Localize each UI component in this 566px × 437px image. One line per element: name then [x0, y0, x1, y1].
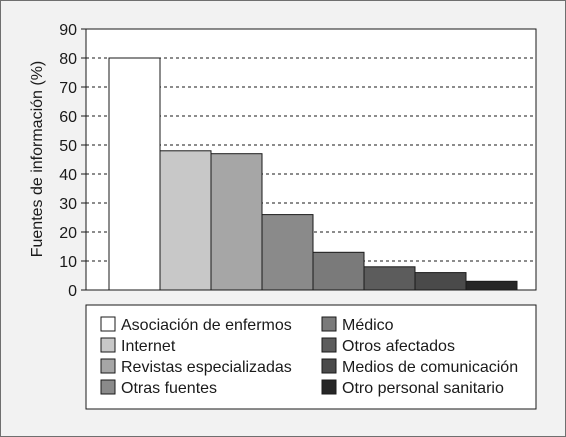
legend-swatch	[100, 337, 116, 353]
legend-label: Internet	[121, 338, 176, 355]
legend-swatch	[321, 337, 337, 353]
y-tick-label: 40	[59, 167, 77, 184]
bar	[312, 251, 365, 291]
y-tick-label: 20	[59, 225, 77, 242]
y-tick-label: 80	[59, 51, 77, 68]
y-tick-label: 60	[59, 109, 77, 126]
legend-label: Revistas especializadas	[121, 359, 292, 376]
legend-swatch	[321, 358, 337, 374]
y-tick-label: 90	[59, 22, 77, 39]
y-tick-label: 50	[59, 138, 77, 155]
bar	[465, 280, 518, 291]
legend-label: Asociación de enfermos	[121, 317, 292, 334]
legend-label: Medios de comunicación	[342, 359, 518, 376]
legend-label: Otro personal sanitario	[342, 380, 504, 397]
legend-swatch	[100, 316, 116, 332]
legend-swatch	[100, 358, 116, 374]
legend-swatch	[321, 316, 337, 332]
y-tick-label: 10	[59, 254, 77, 271]
y-tick-label: 70	[59, 80, 77, 97]
legend-label: Médico	[342, 317, 394, 334]
bar	[210, 153, 263, 291]
y-axis-title: Fuentes de información (%)	[29, 61, 46, 258]
legend-box	[85, 304, 537, 410]
legend-label: Otros afectados	[342, 338, 455, 355]
bar	[363, 266, 416, 291]
legend-label: Otras fuentes	[121, 380, 217, 397]
y-axis-ticks: 0 10 20 30 40 50 60 70 80 90	[59, 22, 86, 300]
legend-swatch	[100, 379, 116, 395]
legend: Asociación de enfermos Internet Revistas e…	[100, 316, 518, 397]
y-tick-label: 0	[68, 283, 77, 300]
y-tick-label: 30	[59, 196, 77, 213]
bar	[159, 150, 212, 291]
bar	[261, 214, 314, 291]
bar	[108, 57, 161, 291]
legend-swatch	[321, 379, 337, 395]
bar	[414, 272, 467, 291]
bars	[108, 57, 518, 291]
